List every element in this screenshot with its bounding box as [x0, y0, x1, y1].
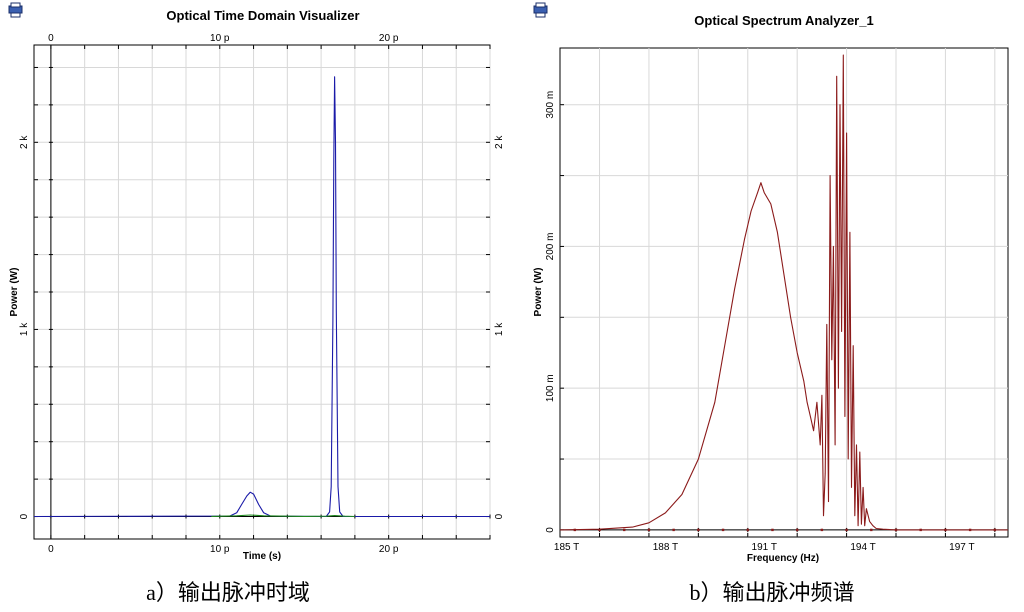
- printer-icon[interactable]: [8, 2, 23, 18]
- figure-caption: b）输出脉冲频谱: [689, 580, 854, 605]
- series-marker: [870, 528, 873, 532]
- y-tick-label-right: 2 k: [494, 135, 505, 149]
- series-lines: [33, 76, 490, 518]
- series-marker: [845, 528, 848, 532]
- plot-area: [559, 47, 1009, 538]
- series-marker: [746, 528, 749, 532]
- x-tick-label: 188 T: [653, 542, 678, 553]
- grid-lines: [34, 45, 491, 539]
- y-axis-label: Power (W): [9, 268, 20, 317]
- x-tick-label: 197 T: [949, 542, 974, 553]
- series-marker: [598, 528, 601, 532]
- series-marker: [968, 528, 972, 532]
- series-marker: [647, 528, 651, 532]
- x-tick-label-top: 20 p: [379, 33, 399, 44]
- x-tick-label-top: 0: [48, 33, 54, 44]
- x-axis-label: Frequency (Hz): [747, 553, 819, 564]
- spectrum-panel: Optical Spectrum Analyzer_1 185 T 188 T 19…: [533, 2, 1009, 605]
- y-tick-label: 1 k: [19, 322, 30, 336]
- series-marker: [721, 528, 725, 532]
- series-marker: [697, 528, 700, 532]
- x-axis-label: Time (s): [243, 551, 281, 562]
- x-tick-label: 0: [48, 544, 54, 555]
- chart-title: Optical Spectrum Analyzer_1: [694, 13, 873, 28]
- time-domain-panel: Optical Time Domain Visualizer 0 0 10 p 10 …: [8, 2, 505, 605]
- series-marker: [894, 528, 898, 532]
- x-tick-label: 185 T: [554, 542, 579, 553]
- series-marker: [672, 528, 675, 532]
- series-lines: [559, 54, 1008, 532]
- tick-labels: 185 T 188 T 191 T 194 T 197 T 0 100 m 200 m 300 …: [545, 91, 975, 553]
- x-tick-label: 20 p: [379, 544, 399, 555]
- axis-ticks: [34, 45, 491, 539]
- chart-title: Optical Time Domain Visualizer: [166, 8, 359, 23]
- y-tick-label-right: 1 k: [494, 322, 505, 336]
- y-axis-label: Power (W): [533, 268, 544, 317]
- tick-labels: 0 0 10 p 10 p 20 p 20 p 0 0 1 k 1 k 2 k 2 k: [19, 33, 505, 555]
- y-tick-label: 100 m: [545, 374, 556, 402]
- y-tick-label: 2 k: [19, 135, 30, 149]
- x-tick-label: 10 p: [210, 544, 230, 555]
- series-line-0: [33, 76, 490, 518]
- y-tick-label-right: 0: [494, 513, 505, 519]
- series-marker: [820, 528, 824, 532]
- x-tick-label: 194 T: [850, 542, 875, 553]
- printer-icon[interactable]: [533, 2, 548, 18]
- x-tick-label-top: 10 p: [210, 33, 230, 44]
- series-marker: [623, 528, 626, 532]
- series-marker: [993, 528, 997, 532]
- series-marker: [573, 528, 577, 532]
- series-marker: [795, 528, 799, 532]
- y-tick-label: 200 m: [545, 233, 556, 261]
- y-tick-label: 300 m: [545, 91, 556, 119]
- figure-caption: a）输出脉冲时域: [146, 580, 310, 605]
- series-marker: [771, 528, 774, 532]
- series-marker: [919, 528, 922, 532]
- series-line-1: [211, 514, 355, 518]
- y-tick-label: 0: [19, 513, 30, 519]
- x-tick-label: 191 T: [752, 542, 777, 553]
- series-marker: [944, 528, 947, 532]
- y-tick-label: 0: [545, 527, 556, 533]
- series-line-0: [559, 54, 1008, 531]
